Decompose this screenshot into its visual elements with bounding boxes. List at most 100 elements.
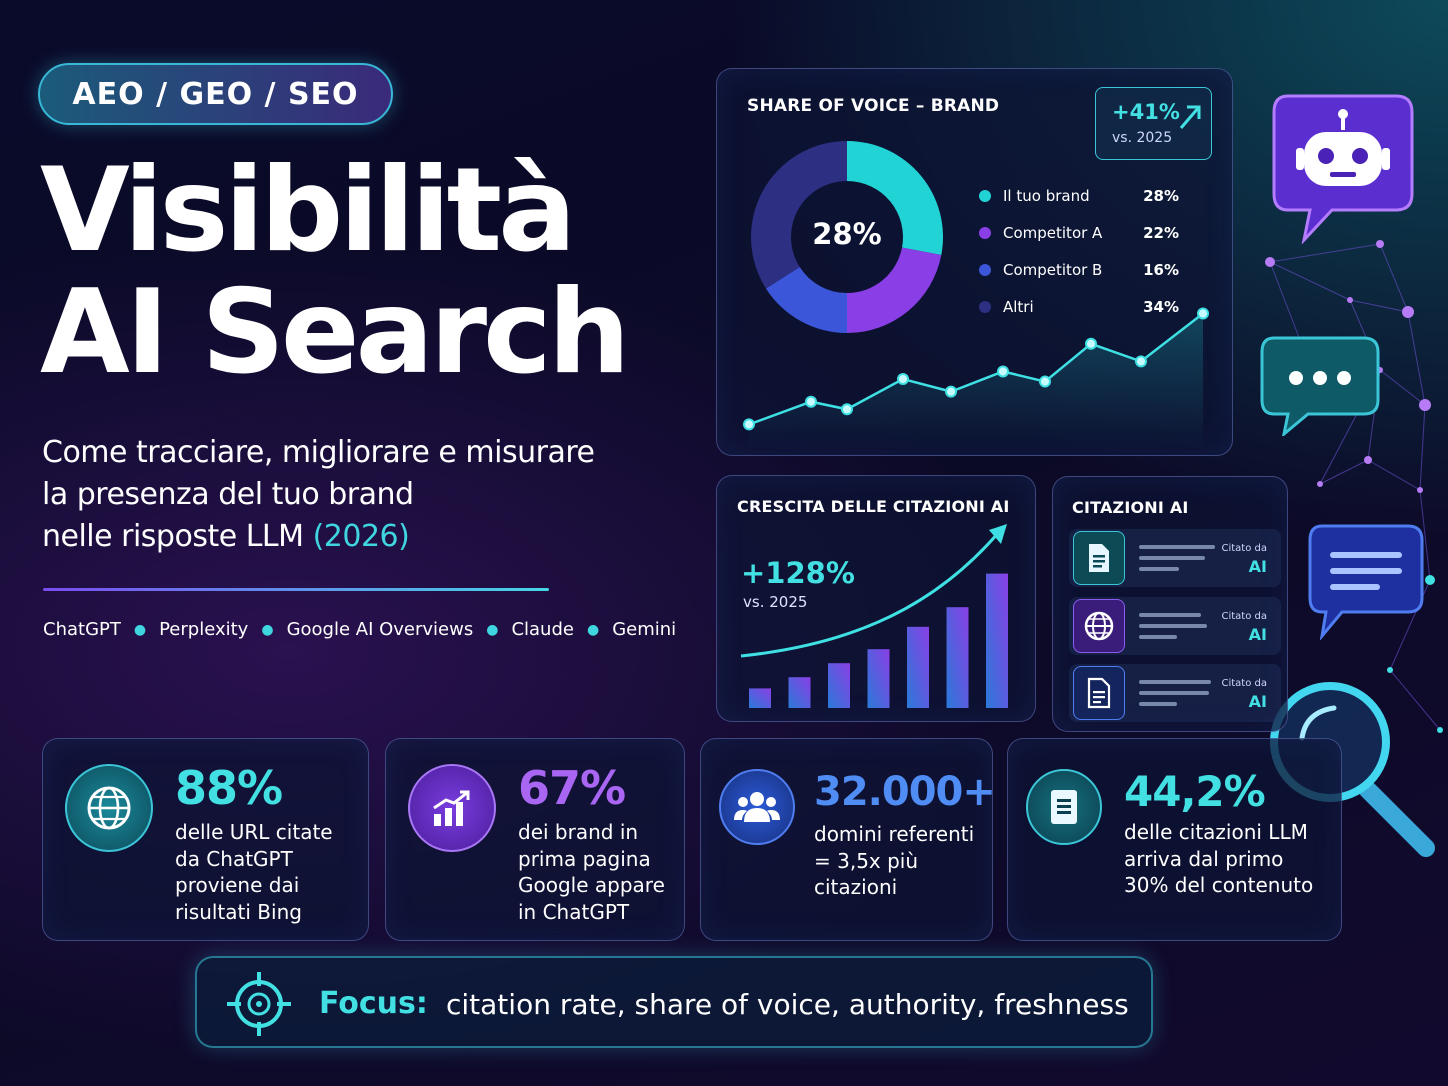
trend-point bbox=[997, 365, 1009, 378]
citation-growth-panel: CRESCITA DELLE CITAZIONI AI +128% vs. 20… bbox=[716, 475, 1036, 722]
subtitle-line-3: nelle risposte LLM bbox=[42, 519, 304, 554]
users-icon bbox=[719, 769, 795, 845]
stat-value: 44,2% bbox=[1124, 767, 1266, 816]
trend-point bbox=[897, 373, 909, 386]
document-icon bbox=[1073, 666, 1125, 720]
title-line-1: Visibilità bbox=[40, 143, 576, 278]
growth-badge: +41% vs. 2025 bbox=[1095, 87, 1212, 160]
stat-line: risultati Bing bbox=[175, 899, 302, 924]
robot-icon bbox=[1272, 94, 1414, 244]
platform-claude: Claude bbox=[511, 619, 574, 640]
cited-by-source: AI bbox=[1248, 692, 1267, 711]
cited-by-source: AI bbox=[1248, 557, 1267, 576]
cited-by-label: Citato da bbox=[1221, 611, 1267, 622]
title-line-2: AI Search bbox=[40, 265, 630, 400]
chat-bubble-icon bbox=[1260, 336, 1380, 436]
arrow-head-icon bbox=[989, 524, 1007, 544]
platform-chatgpt: ChatGPT bbox=[43, 619, 121, 640]
legend-swatch bbox=[979, 300, 991, 313]
ai-citations-panel: CITAZIONI AI Citato da AI Citato da AI C… bbox=[1052, 476, 1288, 732]
subtitle-line-2: la presenza del tuo brand bbox=[42, 477, 414, 512]
stat-card-domains: 32.000+ domini referenti = 3,5x più cita… bbox=[700, 738, 996, 941]
globe-icon bbox=[1073, 599, 1125, 653]
trend-point bbox=[805, 395, 817, 408]
text-placeholder-lines bbox=[1139, 613, 1207, 646]
document-icon bbox=[1026, 769, 1102, 845]
stat-line: da ChatGPT bbox=[175, 846, 293, 871]
stat-description: delle URL citate da ChatGPT proviene dai… bbox=[175, 819, 333, 925]
trend-point bbox=[945, 385, 957, 398]
tag-label: AEO / GEO / SEO bbox=[72, 76, 359, 112]
stat-line: citazioni bbox=[814, 875, 898, 899]
cited-by-source: AI bbox=[1248, 625, 1267, 644]
stat-value: 32.000+ bbox=[814, 769, 996, 815]
bar-7 bbox=[986, 573, 1008, 708]
citation-growth-title: CRESCITA DELLE CITAZIONI AI bbox=[737, 497, 1010, 516]
network-graphic bbox=[1265, 240, 1443, 733]
platform-list: ChatGPT ● Perplexity ● Google AI Overvie… bbox=[43, 619, 683, 640]
stat-line: 30% del contenuto bbox=[1124, 873, 1314, 897]
citation-row: Citato da AI bbox=[1069, 664, 1281, 722]
citation-row: Citato da AI bbox=[1069, 597, 1281, 655]
badge-value: +41% bbox=[1112, 100, 1180, 124]
trend-line bbox=[748, 312, 1204, 426]
trend-point bbox=[1039, 375, 1051, 388]
stat-card-citations: 44,2% delle citazioni LLM arriva dal pri… bbox=[1007, 738, 1342, 941]
share-of-voice-title: SHARE OF VOICE – BRAND bbox=[747, 96, 1000, 116]
focus-text: citation rate, share of voice, authority… bbox=[446, 988, 1129, 1021]
stat-line: dei brand in bbox=[518, 820, 639, 844]
stat-line: delle citazioni LLM bbox=[1124, 820, 1308, 844]
stat-line: = 3,5x più bbox=[814, 848, 919, 873]
trend-point bbox=[743, 418, 755, 431]
trend-point bbox=[1135, 355, 1147, 368]
text-placeholder-lines bbox=[1139, 545, 1215, 578]
text-placeholder-lines bbox=[1139, 680, 1211, 713]
legend-label: Il tuo brand bbox=[1003, 186, 1090, 205]
subtitle-year: (2026) bbox=[312, 519, 410, 554]
legend-swatch bbox=[979, 226, 991, 239]
focus-label: Focus: bbox=[319, 986, 428, 1021]
divider bbox=[43, 588, 549, 591]
stat-card-brands: 67% dei brand in prima pagina Google app… bbox=[385, 738, 685, 941]
legend-label: Competitor A bbox=[1003, 223, 1103, 242]
donut-slice-3 bbox=[765, 267, 847, 333]
globe-icon bbox=[65, 764, 153, 852]
legend-swatch bbox=[979, 263, 991, 276]
platform-gemini: Gemini bbox=[612, 619, 677, 640]
message-bubble-icon bbox=[1308, 524, 1424, 640]
legend-item: Competitor A 22% bbox=[979, 214, 1179, 251]
platform-perplexity: Perplexity bbox=[159, 619, 249, 640]
bullet-dot: ● bbox=[133, 621, 147, 638]
share-of-voice-panel: SHARE OF VOICE – BRAND +41% vs. 2025 28%… bbox=[716, 68, 1233, 456]
tag-pill: AEO / GEO / SEO bbox=[38, 63, 393, 125]
stat-line: proviene dai bbox=[175, 873, 300, 897]
legend-item: Competitor B 16% bbox=[979, 251, 1179, 288]
legend-value: 22% bbox=[1143, 223, 1179, 242]
stat-line: domini referenti bbox=[814, 822, 975, 846]
donut-slice-2 bbox=[847, 247, 942, 333]
legend-value: 16% bbox=[1143, 260, 1179, 279]
donut-slice-1 bbox=[847, 141, 943, 255]
citation-bar-chart bbox=[740, 524, 1008, 708]
stat-card-bing: 88% delle URL citate da ChatGPT proviene… bbox=[42, 738, 369, 941]
stat-description: delle citazioni LLM arriva dal primo 30%… bbox=[1124, 819, 1313, 899]
donut-center-value: 28% bbox=[812, 217, 882, 251]
trend-point bbox=[1197, 307, 1209, 320]
badge-label: vs. 2025 bbox=[1112, 130, 1173, 146]
focus-banner: Focus: citation rate, share of voice, au… bbox=[195, 956, 1153, 1048]
trend-point bbox=[841, 403, 853, 416]
stat-description: domini referenti = 3,5x più citazioni bbox=[814, 821, 974, 901]
bullet-dot: ● bbox=[586, 621, 600, 638]
page-title: Visibilità AI Search bbox=[40, 150, 700, 394]
bullet-dot: ● bbox=[261, 621, 274, 638]
donut-legend: Il tuo brand 28% Competitor A 22% Competitor… bbox=[979, 177, 1179, 325]
legend-item: Il tuo brand 28% bbox=[979, 177, 1179, 214]
stat-line: in ChatGPT bbox=[518, 899, 630, 924]
bar-6 bbox=[946, 607, 969, 708]
legend-label: Altri bbox=[1003, 297, 1034, 316]
stat-value: 67% bbox=[518, 761, 626, 815]
ai-citations-title: CITAZIONI AI bbox=[1072, 498, 1189, 517]
legend-label: Competitor B bbox=[1003, 260, 1103, 279]
growth-curve bbox=[740, 531, 1001, 658]
bar-4 bbox=[867, 649, 890, 708]
